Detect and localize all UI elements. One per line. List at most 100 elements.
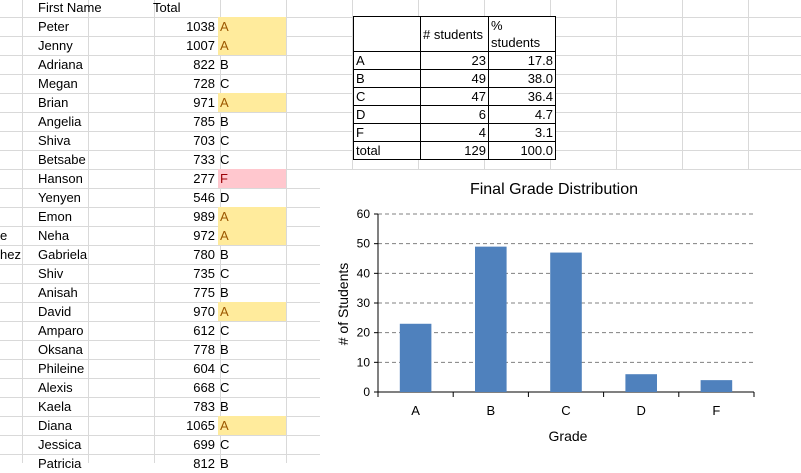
first-name-cell[interactable]: Shiv	[38, 266, 64, 281]
grade-cell[interactable]: A	[218, 36, 286, 55]
grade-cell[interactable]: D	[220, 190, 230, 205]
first-name-cell[interactable]: Betsabe	[38, 152, 86, 167]
summary-pct[interactable]: 38.0	[488, 69, 556, 88]
summary-grade-label[interactable]: F	[353, 123, 421, 142]
grade-distribution-chart[interactable]: Final Grade Distribution # of Students G…	[320, 170, 801, 463]
grade-cell[interactable]: B	[220, 399, 229, 414]
first-name-cell[interactable]: Phileine	[38, 361, 85, 376]
last-name-cell[interactable]	[0, 74, 34, 93]
grade-cell[interactable]: A	[218, 226, 286, 245]
summary-pct[interactable]: 3.1	[488, 123, 556, 142]
first-name-cell[interactable]: Peter	[38, 19, 70, 34]
grade-cell[interactable]: F	[218, 169, 286, 188]
first-name-cell[interactable]: Emon	[38, 209, 72, 224]
last-name-cell[interactable]	[0, 188, 34, 207]
header-total[interactable]: Total	[153, 0, 181, 15]
grade-cell[interactable]: A	[218, 93, 286, 112]
grade-cell[interactable]: B	[220, 247, 229, 262]
grade-cell[interactable]: C	[220, 437, 230, 452]
summary-pct[interactable]: 36.4	[488, 87, 556, 106]
grade-cell[interactable]: C	[220, 266, 230, 281]
first-name-cell[interactable]: Diana	[38, 418, 72, 433]
first-name-cell[interactable]: Neha	[38, 228, 70, 243]
first-name-cell[interactable]: Amparo	[38, 323, 84, 338]
summary-count[interactable]: 129	[420, 141, 489, 160]
last-name-cell[interactable]	[0, 17, 34, 36]
header-first-name[interactable]: First Name	[38, 0, 102, 15]
total-cell[interactable]: 822	[193, 57, 215, 72]
summary-count[interactable]: 6	[420, 105, 489, 124]
last-name-cell[interactable]	[0, 283, 34, 302]
last-name-cell[interactable]	[0, 55, 34, 74]
first-name-cell[interactable]: Jenny	[38, 38, 73, 53]
grade-cell[interactable]: B	[220, 285, 229, 300]
summary-pct[interactable]: 100.0	[488, 141, 556, 160]
last-name-cell[interactable]: e	[0, 228, 8, 243]
grade-cell[interactable]: B	[220, 342, 229, 357]
total-cell[interactable]: 972	[193, 228, 215, 243]
total-cell[interactable]: 1038	[186, 19, 215, 34]
first-name-cell[interactable]: Hanson	[38, 171, 83, 186]
total-cell[interactable]: 775	[193, 285, 215, 300]
total-cell[interactable]: 812	[193, 456, 215, 471]
first-name-cell[interactable]: Oksana	[38, 342, 83, 357]
first-name-cell[interactable]: Angelia	[38, 114, 82, 129]
total-cell[interactable]: 728	[193, 76, 215, 91]
first-name-cell[interactable]: Alexis	[38, 380, 73, 395]
last-name-cell[interactable]	[0, 340, 34, 359]
total-cell[interactable]: 546	[193, 190, 215, 205]
total-cell[interactable]: 604	[193, 361, 215, 376]
total-cell[interactable]: 970	[193, 304, 215, 319]
first-name-cell[interactable]: Yenyen	[38, 190, 81, 205]
summary-count[interactable]: 47	[420, 87, 489, 106]
total-cell[interactable]: 733	[193, 152, 215, 167]
total-cell[interactable]: 612	[193, 323, 215, 338]
last-name-cell[interactable]: hez	[0, 247, 21, 262]
grade-cell[interactable]: C	[220, 323, 230, 338]
summary-grade-label[interactable]: A	[353, 51, 421, 70]
last-name-cell[interactable]	[0, 416, 34, 435]
grade-cell[interactable]: C	[220, 380, 230, 395]
last-name-cell[interactable]	[0, 435, 34, 454]
grade-cell[interactable]: C	[220, 152, 230, 167]
total-cell[interactable]: 989	[193, 209, 215, 224]
grade-cell[interactable]: A	[218, 416, 286, 435]
total-cell[interactable]: 780	[193, 247, 215, 262]
first-name-cell[interactable]: Anisah	[38, 285, 78, 300]
grade-cell[interactable]: B	[220, 114, 229, 129]
last-name-cell[interactable]	[0, 397, 34, 416]
grade-cell[interactable]: A	[218, 207, 286, 226]
grade-cell[interactable]: B	[220, 456, 229, 471]
summary-header-count[interactable]: # students	[420, 16, 489, 52]
first-name-cell[interactable]: Brian	[38, 95, 69, 110]
summary-grade-label[interactable]: D	[353, 105, 421, 124]
summary-pct[interactable]: 4.7	[488, 105, 556, 124]
total-cell[interactable]: 778	[193, 342, 215, 357]
last-name-cell[interactable]	[0, 264, 34, 283]
total-cell[interactable]: 1065	[186, 418, 215, 433]
grade-cell[interactable]: A	[218, 17, 286, 36]
summary-header-pct[interactable]: % students	[488, 16, 556, 52]
last-name-cell[interactable]	[0, 169, 34, 188]
total-cell[interactable]: 699	[193, 437, 215, 452]
grade-cell[interactable]: C	[220, 361, 230, 376]
last-name-cell[interactable]	[0, 359, 34, 378]
grade-cell[interactable]: C	[220, 76, 230, 91]
total-cell[interactable]: 971	[193, 95, 215, 110]
summary-count[interactable]: 4	[420, 123, 489, 142]
grade-cell[interactable]: C	[220, 133, 230, 148]
summary-grade-label[interactable]: C	[353, 87, 421, 106]
total-cell[interactable]: 785	[193, 114, 215, 129]
last-name-cell[interactable]	[0, 454, 34, 473]
first-name-cell[interactable]: Shiva	[38, 133, 71, 148]
grade-cell[interactable]: A	[218, 302, 286, 321]
summary-grade-label[interactable]: B	[353, 69, 421, 88]
last-name-cell[interactable]	[0, 150, 34, 169]
total-cell[interactable]: 277	[193, 171, 215, 186]
first-name-cell[interactable]: Jessica	[38, 437, 82, 452]
total-cell[interactable]: 668	[193, 380, 215, 395]
first-name-cell[interactable]: David	[38, 304, 72, 319]
last-name-cell[interactable]	[0, 378, 34, 397]
total-cell[interactable]: 703	[193, 133, 215, 148]
total-cell[interactable]: 783	[193, 399, 215, 414]
